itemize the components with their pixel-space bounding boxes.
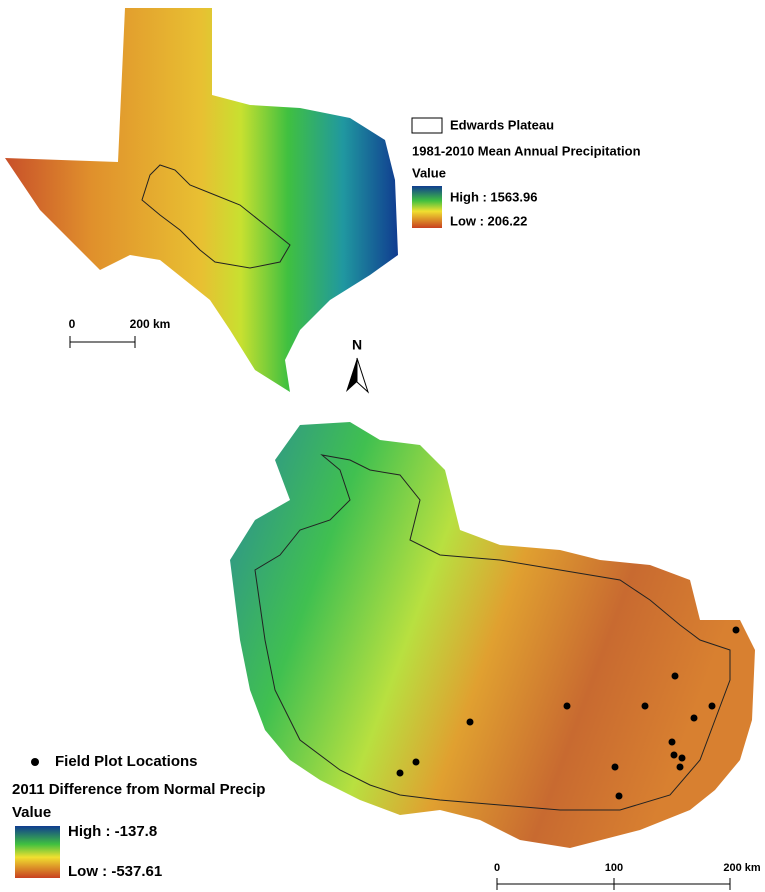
north-arrow (356, 357, 370, 394)
plateau-map (230, 422, 755, 848)
legend-value: Value (12, 804, 51, 821)
outline-swatch (411, 117, 443, 134)
legend-high: High : -137.8 (68, 823, 157, 840)
scale-label: 200 km (723, 862, 761, 874)
legend-title: 1981-2010 Mean Annual Precipitation (412, 143, 641, 158)
scale-bar (69, 336, 136, 348)
legend-high: High : 1563.96 (450, 189, 537, 204)
legend-points: Field Plot Locations (55, 753, 198, 770)
scale-label: 100 (605, 862, 623, 874)
plateau-outline (141, 164, 291, 269)
color-ramp (412, 186, 442, 228)
legend-low: Low : -537.61 (68, 863, 162, 880)
legend-title: 2011 Difference from Normal Precip (12, 781, 265, 798)
legend-low: Low : 206.22 (450, 213, 527, 228)
point-symbol (31, 758, 39, 766)
scale-label: 0 (69, 317, 76, 331)
legend-outline: Edwards Plateau (450, 117, 554, 132)
north-label: N (352, 337, 362, 353)
field-plots (396, 626, 740, 800)
scale-label: 200 km (130, 317, 171, 331)
texas-map (5, 8, 398, 392)
north-arrow (346, 358, 357, 392)
scale-label: 0 (494, 862, 500, 874)
color-ramp (15, 826, 60, 878)
scale-bar (496, 878, 731, 890)
plateau-outline (254, 454, 731, 811)
legend-value: Value (412, 165, 446, 180)
